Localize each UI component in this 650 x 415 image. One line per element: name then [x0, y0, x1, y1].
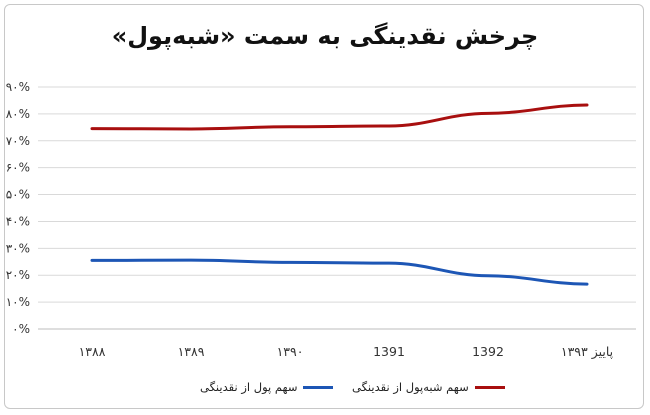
legend-item-quasi-money: سهم شبه‌پول از نقدینگی: [352, 380, 505, 394]
y-axis-ticks: ۰% ۱۰% ۲۰% ۳۰% ۴۰% ۵۰% ۶۰% ۷۰% ۸۰% ۹۰%: [6, 80, 30, 336]
series-lines: [90, 103, 589, 286]
legend-swatch-quasi-money: [474, 385, 505, 389]
x-tick-label-2: ۱۳۹۰: [277, 344, 304, 359]
legend: سهم شبه‌پول از نقدینگی سهم پول از نقدینگ…: [0, 380, 650, 400]
x-tick-label-0: ۱۳۸۸: [79, 344, 106, 359]
chart-frame: [4, 4, 644, 409]
x-tick-label-4: 1392: [472, 344, 504, 359]
grid-lines: [38, 86, 636, 330]
series-line-1: [90, 258, 589, 286]
legend-label-money: سهم پول از نقدینگی: [200, 380, 298, 394]
legend-swatch-money: [303, 385, 334, 389]
x-tick-label-1: ۱۳۸۹: [178, 344, 205, 359]
y-tick-label-7: ۷۰%: [6, 134, 30, 148]
y-tick-label-3: ۳۰%: [6, 241, 30, 255]
y-tick-label-4: ۴۰%: [6, 214, 30, 228]
legend-item-money: سهم پول از نقدینگی: [200, 380, 334, 394]
series-line-0: [90, 103, 589, 131]
y-tick-label-8: ۸۰%: [6, 107, 30, 121]
y-tick-label-9: ۹۰%: [6, 80, 30, 94]
chart-title: چرخش نقدینگی به سمت «شبه‌پول»: [111, 22, 539, 50]
y-tick-label-5: ۵۰%: [6, 188, 30, 202]
x-tick-label-3: 1391: [373, 344, 405, 359]
legend-label-quasi-money: سهم شبه‌پول از نقدینگی: [352, 380, 469, 394]
y-tick-label-6: ۶۰%: [6, 161, 30, 175]
x-axis-ticks: ۱۳۸۸ ۱۳۸۹ ۱۳۹۰ 1391 1392 پاییز ۱۳۹۳: [79, 344, 614, 360]
y-tick-label-1: ۱۰%: [6, 295, 30, 309]
y-tick-label-0: ۰%: [12, 322, 30, 336]
y-tick-label-2: ۲۰%: [6, 268, 30, 282]
x-tick-label-5: پاییز ۱۳۹۳: [561, 344, 614, 360]
